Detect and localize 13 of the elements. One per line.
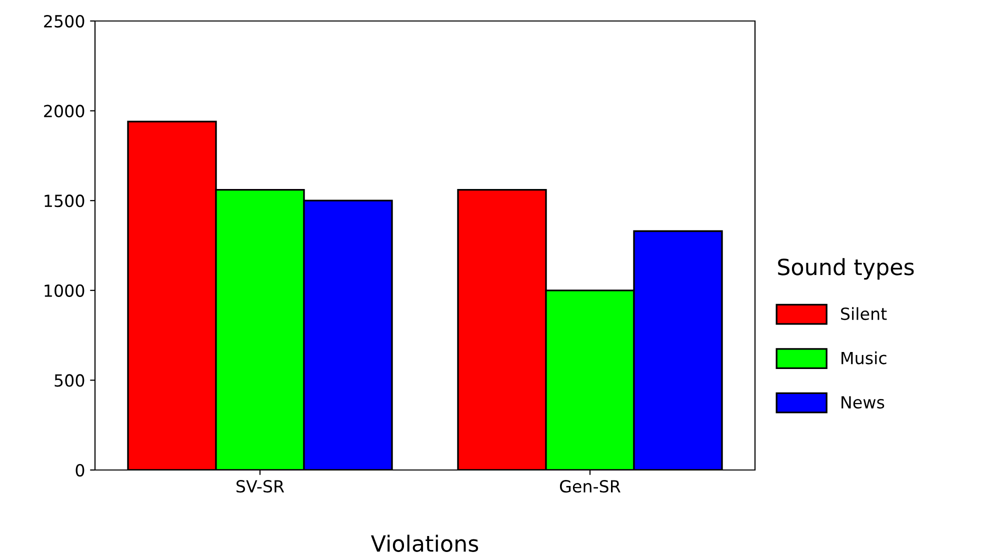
y-tick-label: 500 [54, 374, 84, 387]
legend-label: Music [842, 351, 886, 364]
x-axis-title: Violations [370, 534, 478, 552]
legend-label: Silent [841, 307, 887, 320]
legend-title: Sound types [778, 258, 914, 280]
y-tick-label: 1500 [44, 194, 84, 208]
y-tick-label: 1000 [44, 284, 84, 297]
x-tick-label: Gen-SR [560, 480, 620, 493]
y-tick-label: 2500 [44, 14, 84, 28]
y-tick-label: 2000 [44, 104, 84, 118]
x-tick-label: SV-SR [236, 480, 284, 493]
legend-label: News [842, 396, 884, 409]
y-tick-label: 0 [76, 464, 84, 477]
